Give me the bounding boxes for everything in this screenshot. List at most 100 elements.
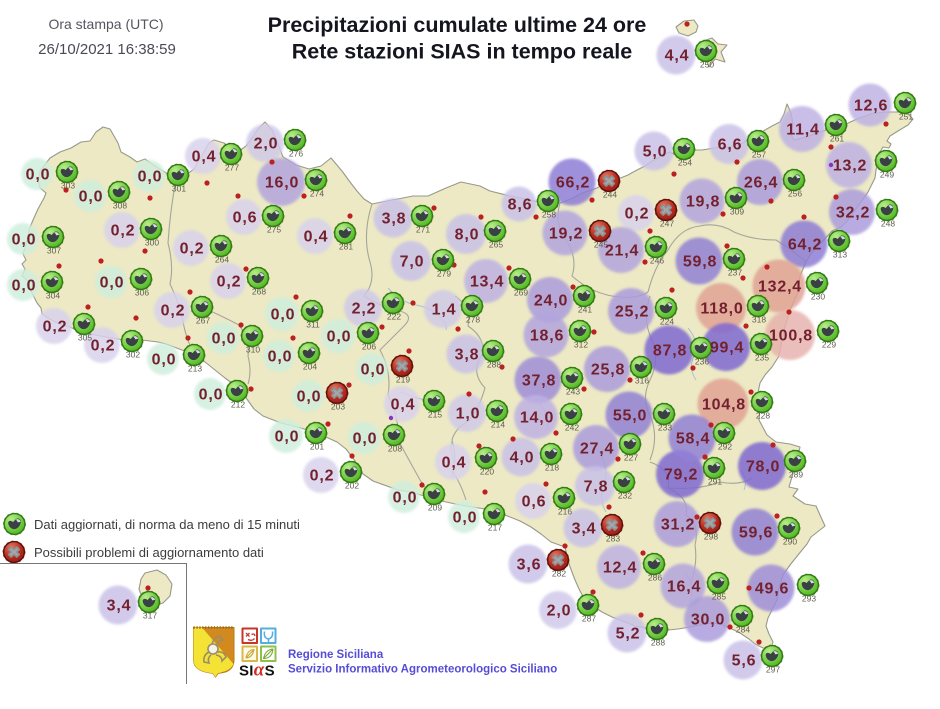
svg-text:219: 219 <box>396 375 410 385</box>
svg-text:3,4: 3,4 <box>107 598 132 615</box>
svg-text:2,0: 2,0 <box>254 136 279 153</box>
svg-text:27,4: 27,4 <box>580 441 614 458</box>
svg-text:241: 241 <box>578 305 592 315</box>
svg-text:13,4: 13,4 <box>470 274 504 291</box>
svg-text:286: 286 <box>648 573 662 583</box>
svg-text:222: 222 <box>387 312 401 322</box>
svg-text:0,0: 0,0 <box>275 429 300 446</box>
svg-text:0,4: 0,4 <box>391 397 416 414</box>
svg-text:243: 243 <box>566 387 580 397</box>
svg-text:206: 206 <box>362 342 376 352</box>
svg-text:66,2: 66,2 <box>556 175 590 192</box>
svg-text:281: 281 <box>339 242 353 252</box>
svg-text:247: 247 <box>660 219 674 229</box>
svg-text:12,6: 12,6 <box>854 98 888 115</box>
svg-text:7,8: 7,8 <box>584 479 609 496</box>
svg-text:277: 277 <box>225 163 239 173</box>
svg-text:298: 298 <box>704 532 718 542</box>
svg-text:24,0: 24,0 <box>534 293 568 310</box>
svg-text:55,0: 55,0 <box>613 408 647 425</box>
svg-text:300: 300 <box>145 238 159 248</box>
svg-text:216: 216 <box>558 507 572 517</box>
svg-text:284: 284 <box>736 625 750 635</box>
svg-text:204: 204 <box>303 362 317 372</box>
svg-text:275: 275 <box>267 225 281 235</box>
svg-text:254: 254 <box>678 158 692 168</box>
svg-text:3,4: 3,4 <box>572 521 597 538</box>
svg-text:0,0: 0,0 <box>12 278 37 295</box>
svg-text:271: 271 <box>416 225 430 235</box>
svg-text:64,2: 64,2 <box>788 237 822 254</box>
svg-text:292: 292 <box>718 442 732 452</box>
svg-text:0,0: 0,0 <box>138 169 163 186</box>
svg-text:0,0: 0,0 <box>393 490 418 507</box>
svg-text:230: 230 <box>811 292 825 302</box>
svg-text:0,2: 0,2 <box>91 338 116 355</box>
svg-text:59,6: 59,6 <box>739 525 773 542</box>
svg-text:233: 233 <box>658 423 672 433</box>
svg-text:0,0: 0,0 <box>12 232 37 249</box>
svg-text:236: 236 <box>695 357 709 367</box>
svg-text:202: 202 <box>345 481 359 491</box>
svg-text:Servizio Informativo Agrometeo: Servizio Informativo Agrometeorologico S… <box>288 664 557 676</box>
svg-text:244: 244 <box>603 190 617 200</box>
svg-text:282: 282 <box>552 569 566 579</box>
svg-text:304: 304 <box>46 291 60 301</box>
svg-text:283: 283 <box>606 534 620 544</box>
svg-text:0,4: 0,4 <box>442 455 467 472</box>
svg-text:310: 310 <box>246 345 260 355</box>
svg-text:309: 309 <box>730 207 744 217</box>
svg-text:269: 269 <box>514 288 528 298</box>
svg-text:301: 301 <box>172 184 186 194</box>
svg-text:264: 264 <box>215 255 229 265</box>
svg-text:58,4: 58,4 <box>676 431 710 448</box>
svg-text:0,4: 0,4 <box>192 149 217 166</box>
svg-text:5,0: 5,0 <box>643 144 668 161</box>
svg-text:0,0: 0,0 <box>361 362 386 379</box>
svg-text:228: 228 <box>756 411 770 421</box>
svg-text:0,0: 0,0 <box>353 431 378 448</box>
svg-text:3,8: 3,8 <box>382 211 407 228</box>
svg-text:317: 317 <box>143 611 157 621</box>
svg-text:78,0: 78,0 <box>746 459 780 476</box>
svg-text:257: 257 <box>752 150 766 160</box>
svg-text:279: 279 <box>437 269 451 279</box>
svg-text:25,8: 25,8 <box>591 362 625 379</box>
svg-text:302: 302 <box>126 350 140 360</box>
svg-text:203: 203 <box>331 402 345 412</box>
svg-text:Possibili problemi di aggiorna: Possibili problemi di aggiornamento dati <box>34 545 264 560</box>
svg-text:245: 245 <box>594 240 608 250</box>
svg-text:285: 285 <box>712 592 726 602</box>
svg-text:0,2: 0,2 <box>161 303 186 320</box>
svg-text:258: 258 <box>542 210 556 220</box>
svg-text:278: 278 <box>466 315 480 325</box>
svg-text:256: 256 <box>788 189 802 199</box>
svg-text:16,0: 16,0 <box>265 175 299 192</box>
svg-text:5,6: 5,6 <box>732 653 757 670</box>
svg-text:291: 291 <box>708 477 722 487</box>
svg-text:25,2: 25,2 <box>615 304 649 321</box>
svg-text:4,4: 4,4 <box>665 48 690 65</box>
svg-text:0,0: 0,0 <box>100 275 125 292</box>
svg-text:249: 249 <box>880 170 894 180</box>
svg-text:305: 305 <box>78 333 92 343</box>
svg-text:19,2: 19,2 <box>549 226 583 243</box>
svg-text:132,4: 132,4 <box>758 279 802 296</box>
svg-text:312: 312 <box>574 340 588 350</box>
svg-text:297: 297 <box>766 665 780 675</box>
svg-text:0,0: 0,0 <box>79 189 104 206</box>
svg-text:32,2: 32,2 <box>836 205 870 222</box>
svg-text:2,0: 2,0 <box>547 603 572 620</box>
svg-text:8,0: 8,0 <box>455 227 480 244</box>
svg-text:303: 303 <box>61 181 75 191</box>
svg-text:3,6: 3,6 <box>517 557 542 574</box>
svg-text:100,8: 100,8 <box>769 328 813 345</box>
svg-text:293: 293 <box>802 594 816 604</box>
svg-text:215: 215 <box>428 410 442 420</box>
svg-text:26,4: 26,4 <box>744 175 778 192</box>
svg-text:3,8: 3,8 <box>455 347 480 364</box>
svg-text:31,2: 31,2 <box>661 517 695 534</box>
svg-text:0,0: 0,0 <box>212 331 237 348</box>
svg-text:267: 267 <box>196 316 210 326</box>
svg-text:209: 209 <box>428 503 442 513</box>
